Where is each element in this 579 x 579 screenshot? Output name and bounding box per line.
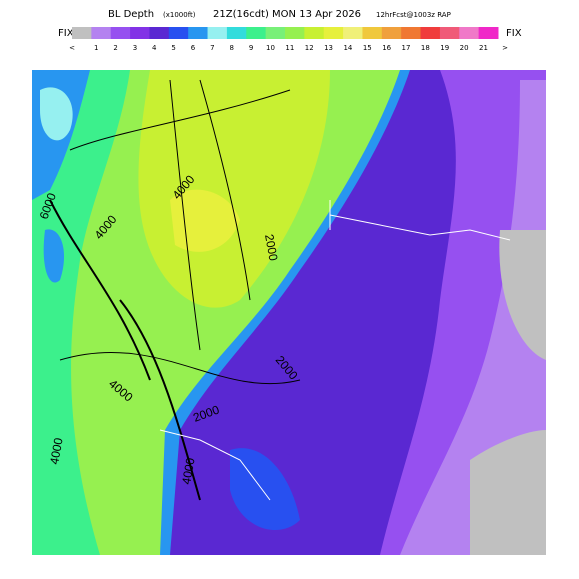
color-swatch bbox=[207, 27, 228, 39]
color-swatch bbox=[110, 27, 131, 39]
colorbar-tick: 6 bbox=[191, 44, 196, 52]
color-swatch bbox=[285, 27, 305, 39]
color-swatch bbox=[130, 27, 150, 39]
color-swatch bbox=[246, 27, 267, 39]
color-swatch bbox=[420, 27, 441, 39]
contour-label: 2000 bbox=[262, 233, 280, 262]
color-swatch bbox=[188, 27, 209, 39]
colorbar-tick: 4 bbox=[152, 44, 157, 52]
colorbar-tick: 11 bbox=[285, 44, 294, 52]
colorbar-tick: 17 bbox=[402, 44, 411, 52]
color-swatch bbox=[149, 27, 170, 39]
color-swatch bbox=[459, 27, 480, 39]
colorbar-tick: 8 bbox=[230, 44, 234, 52]
colorbar-tick: 2 bbox=[113, 44, 117, 52]
color-swatch bbox=[401, 27, 422, 39]
valid-time: 21Z(16cdt) MON 13 Apr 2026 bbox=[213, 9, 361, 20]
color-swatch bbox=[265, 27, 286, 39]
color-swatch bbox=[323, 27, 344, 39]
color-swatch bbox=[304, 27, 325, 39]
color-swatch bbox=[168, 27, 189, 39]
colorbar-tick: 1 bbox=[94, 44, 98, 52]
colorbar-tick: 12 bbox=[305, 44, 314, 52]
title: BL Depth bbox=[108, 9, 154, 20]
units: (x1000ft) bbox=[163, 11, 196, 19]
colorbar-tick: 10 bbox=[266, 44, 275, 52]
contour-label: 4000 bbox=[179, 456, 197, 485]
contour-label: 4000 bbox=[47, 436, 65, 465]
colorbar-tick: 21 bbox=[479, 44, 488, 52]
colorbar-tick: 3 bbox=[133, 44, 137, 52]
over-label: > bbox=[502, 44, 508, 52]
color-swatch bbox=[91, 27, 112, 39]
color-swatch bbox=[362, 27, 383, 39]
colorbar-tick: 9 bbox=[249, 44, 253, 52]
color-swatch bbox=[226, 27, 247, 39]
fix-label: FIX bbox=[58, 28, 74, 39]
colorbar-tick: 19 bbox=[440, 44, 449, 52]
colorbar-tick: 7 bbox=[210, 44, 214, 52]
colorbar-tick: 16 bbox=[382, 44, 391, 52]
color-swatch bbox=[478, 27, 499, 39]
color-swatch bbox=[72, 27, 92, 39]
color-swatch bbox=[439, 27, 460, 39]
run-info: 12hrFcst@1003z RAP bbox=[376, 11, 451, 19]
color-swatch bbox=[381, 27, 402, 39]
colorbar-tick: 5 bbox=[171, 44, 175, 52]
colorbar-tick: 14 bbox=[343, 44, 352, 52]
colorbar-tick: 13 bbox=[324, 44, 333, 52]
colorbar: < >1 2 3 4 5 6 7 8 9 10 11 12 13 14 15 16 17 18 19 20 21 bbox=[69, 27, 508, 52]
colorbar-tick: 18 bbox=[421, 44, 430, 52]
colorbar-tick: 20 bbox=[460, 44, 469, 52]
fix-label: FIX bbox=[506, 28, 522, 39]
color-swatch bbox=[343, 27, 363, 39]
map bbox=[32, 70, 546, 555]
under-label: < bbox=[69, 44, 75, 52]
colorbar-tick: 15 bbox=[363, 44, 372, 52]
